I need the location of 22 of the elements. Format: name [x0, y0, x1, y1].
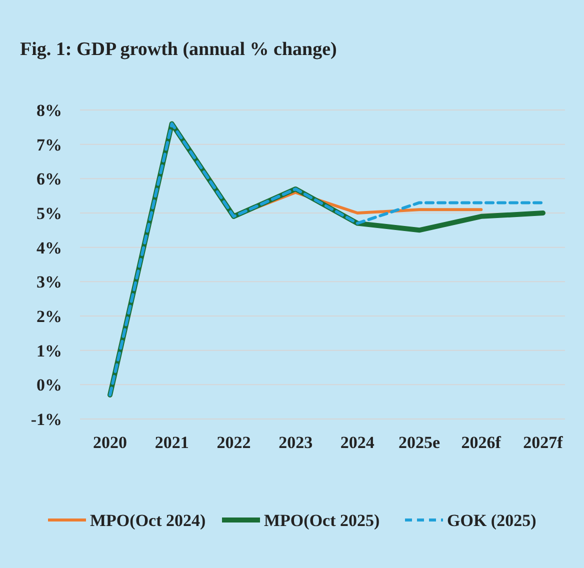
- y-tick-label: 2%: [36, 306, 62, 326]
- legend-label: MPO(Oct 2025): [264, 510, 380, 530]
- y-tick-label: 7%: [36, 135, 62, 154]
- chart-title: Fig. 1: GDP growth (annual % change): [20, 39, 337, 60]
- legend-label: MPO(Oct 2024): [90, 510, 206, 530]
- y-tick-label: 8%: [36, 100, 62, 120]
- y-tick-label: 0%: [36, 376, 62, 395]
- y-tick-label: 1%: [36, 341, 62, 360]
- y-tick-label: 6%: [36, 170, 62, 189]
- x-tick-label: 2020: [93, 433, 127, 452]
- x-tick-label: 2021: [154, 433, 189, 452]
- x-tick-label: 2026f: [461, 433, 502, 452]
- x-tick-label: 2022: [216, 433, 251, 452]
- x-tick-label: 2024: [340, 433, 375, 452]
- y-tick-label: 5%: [36, 204, 62, 223]
- legend-label: GOK (2025): [447, 510, 536, 530]
- x-tick-label: 2027f: [523, 433, 564, 452]
- x-tick-label: 2023: [278, 433, 313, 452]
- x-tick-label: 2025e: [398, 433, 441, 452]
- y-tick-label: -1%: [30, 410, 62, 429]
- y-tick-label: 4%: [36, 238, 62, 258]
- y-tick-label: 3%: [36, 272, 62, 292]
